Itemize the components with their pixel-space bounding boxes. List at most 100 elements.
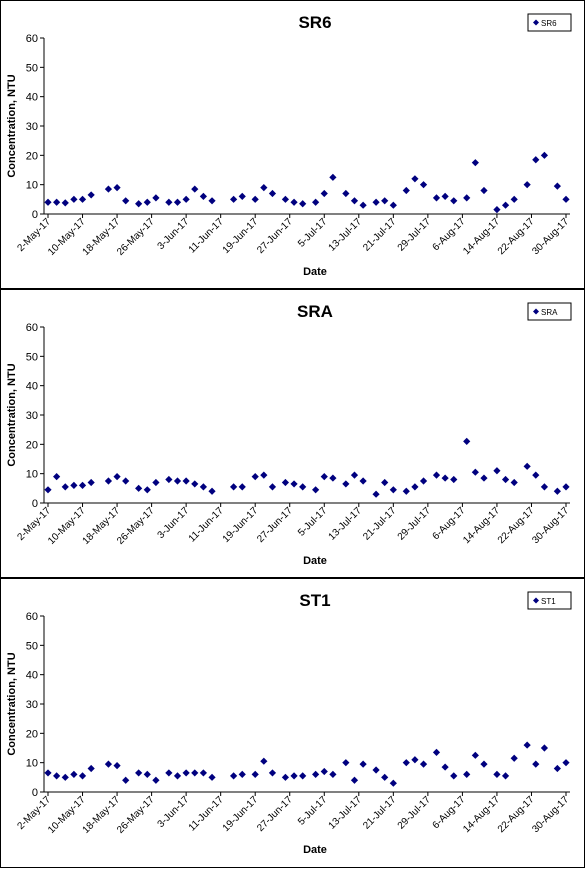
- data-point: [501, 201, 510, 209]
- data-point: [299, 483, 307, 491]
- data-point: [251, 770, 259, 778]
- legend: SRA: [527, 302, 572, 321]
- y-tick-label: 40: [26, 381, 38, 393]
- data-point: [463, 194, 471, 202]
- data-point: [191, 769, 199, 777]
- x-tick-label: 5-Jul-17: [296, 505, 330, 539]
- data-point: [329, 173, 337, 181]
- x-tick-label: 27-Jun-17: [255, 216, 295, 256]
- data-point: [53, 473, 61, 481]
- data-point: [182, 769, 190, 777]
- data-point: [359, 201, 367, 209]
- data-point: [480, 474, 488, 482]
- data-point: [312, 486, 320, 494]
- x-tick-label: 19-Jun-17: [221, 794, 261, 834]
- data-point: [471, 751, 479, 759]
- data-point: [411, 756, 419, 764]
- x-tick-label: 13-Jul-17: [327, 794, 365, 832]
- y-tick-label: 60: [26, 611, 38, 623]
- data-point: [173, 198, 182, 206]
- x-tick-label: 26-May-17: [115, 216, 157, 258]
- data-point: [61, 773, 69, 781]
- data-point: [173, 772, 182, 780]
- data-point: [199, 769, 207, 777]
- data-point: [553, 182, 561, 190]
- x-axis-label: Date: [303, 266, 327, 278]
- data-point: [389, 201, 397, 209]
- data-point: [441, 763, 449, 771]
- x-tick-label: 29-Jul-17: [396, 216, 434, 254]
- data-point: [540, 151, 549, 159]
- x-tick-label: 3-Jun-17: [156, 505, 192, 541]
- x-tick-label: 27-Jun-17: [255, 794, 295, 834]
- x-tick-label: 11-Jun-17: [187, 216, 226, 255]
- data-point: [342, 480, 350, 488]
- y-tick-label: 50: [26, 351, 38, 363]
- data-point: [350, 197, 359, 205]
- x-tick-label: 26-May-17: [115, 794, 157, 836]
- data-point: [135, 769, 143, 777]
- data-point: [510, 478, 518, 487]
- x-tick-label: 11-Jun-17: [187, 505, 226, 544]
- data-point: [53, 198, 61, 206]
- data-point: [493, 206, 501, 214]
- data-point: [199, 483, 207, 491]
- x-tick-label: 30-Aug-17: [530, 505, 571, 546]
- y-tick-label: 50: [26, 640, 38, 652]
- x-tick-label: 5-Jul-17: [296, 216, 330, 250]
- chart-title: SR6: [298, 13, 331, 32]
- data-point: [44, 198, 52, 206]
- data-point: [104, 185, 113, 193]
- y-axis-label: Concentration, NTU: [6, 74, 18, 177]
- data-point: [312, 198, 320, 206]
- data-point: [389, 779, 397, 787]
- data-point: [419, 181, 428, 189]
- data-point: [510, 754, 518, 762]
- y-tick-label: 10: [26, 469, 38, 481]
- x-axis-label: Date: [303, 844, 327, 856]
- legend-marker: [533, 19, 539, 26]
- data-point: [143, 486, 151, 494]
- x-tick-label: 21-Jul-17: [361, 794, 399, 832]
- y-tick-label: 60: [26, 322, 38, 334]
- chart-panel-st1: ST1 Concentration, NTU Date 0 10 20 30 40 50 60 2-…: [0, 578, 585, 868]
- data-point: [104, 477, 113, 485]
- data-point: [143, 770, 151, 778]
- data-point: [152, 776, 160, 784]
- x-tick-label: 19-Jun-17: [221, 216, 261, 256]
- data-point: [165, 198, 173, 206]
- x-tick-label: 21-Jul-17: [361, 216, 399, 254]
- data-point: [389, 486, 397, 494]
- data-point: [281, 478, 290, 487]
- data-point: [290, 772, 298, 780]
- data-point: [191, 185, 199, 193]
- data-point: [53, 772, 61, 780]
- y-tick-label: 0: [32, 498, 38, 510]
- data-point: [419, 760, 428, 768]
- data-point: [165, 475, 173, 484]
- data-point: [268, 483, 277, 491]
- data-point: [501, 475, 510, 484]
- data-point: [320, 767, 328, 776]
- data-point: [432, 471, 441, 479]
- legend-marker: [533, 308, 539, 315]
- data-point: [463, 437, 471, 445]
- data-point: [359, 477, 367, 485]
- data-point: [402, 186, 410, 195]
- data-point: [251, 195, 259, 203]
- data-point: [329, 770, 337, 778]
- data-point: [44, 486, 52, 494]
- y-tick-label: 20: [26, 728, 38, 740]
- data-point: [540, 744, 549, 752]
- legend-box: [527, 13, 572, 32]
- data-point: [152, 478, 160, 487]
- data-point: [372, 198, 380, 206]
- x-tick-label: 13-Jul-17: [327, 505, 365, 543]
- data-point: [230, 195, 238, 203]
- data-point: [238, 483, 246, 491]
- data-point: [372, 766, 380, 774]
- data-point: [230, 772, 238, 780]
- data-point: [281, 195, 290, 203]
- legend-label: SR6: [541, 19, 557, 28]
- y-tick-label: 40: [26, 92, 38, 104]
